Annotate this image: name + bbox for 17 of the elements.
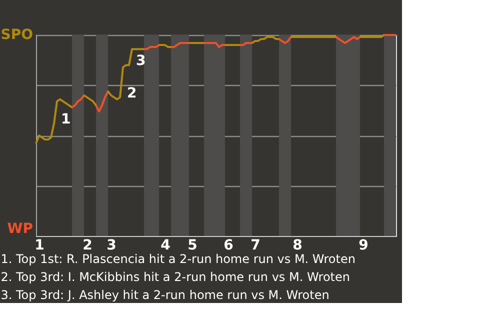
annotation: 2 <box>127 85 137 102</box>
text: 2. Top 3rd: I. McKibbins hit a 2-run home run vs M. Wroten <box>0 270 350 284</box>
text: 3. Top 3rd: J. Ashley hit a 2-run home run vs M. Wroten <box>0 288 330 302</box>
x-tick-label: 3 <box>106 238 116 254</box>
text: SPO <box>0 27 34 43</box>
x-tick-label: 9 <box>358 238 368 254</box>
x-tick-label: 6 <box>224 238 234 254</box>
text: 1. Top 1st: R. Plascencia hit a 2-run home run vs M. Wroten <box>0 252 356 266</box>
text: WP <box>7 221 33 237</box>
x-tick-label: 7 <box>250 238 260 254</box>
x-tick-label: 1 <box>34 238 44 254</box>
x-tick-label: 2 <box>82 238 92 254</box>
x-tick-label: 8 <box>292 238 302 254</box>
annotation: 1 <box>61 111 71 128</box>
x-tick-label: 4 <box>160 238 171 254</box>
annotation: 3 <box>136 53 146 70</box>
x-tick-label: 5 <box>188 238 198 254</box>
